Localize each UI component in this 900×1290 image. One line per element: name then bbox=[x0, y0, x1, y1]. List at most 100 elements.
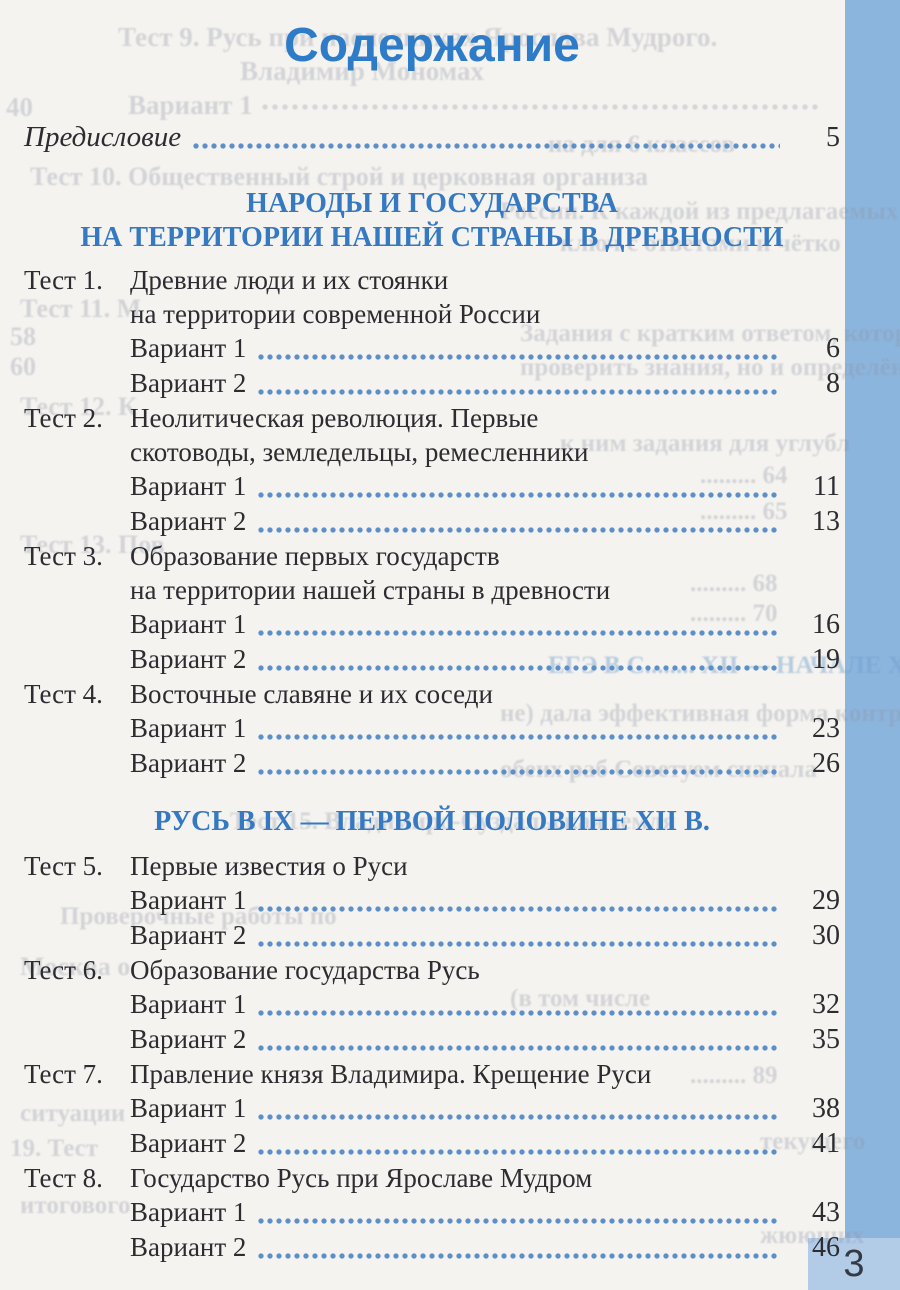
variant-label: Вариант 1 bbox=[130, 333, 247, 363]
entry-label: Тест 3. bbox=[24, 541, 103, 571]
dot-leader bbox=[258, 769, 780, 775]
dot-leader bbox=[258, 1253, 780, 1259]
variant-label: Вариант 1 bbox=[130, 885, 247, 915]
toc-entry: Тест 3. Образование первых государств на … bbox=[24, 539, 840, 677]
variant-page-number: 19 bbox=[812, 644, 840, 675]
dot-leader bbox=[258, 1045, 780, 1051]
variant-page-number: 32 bbox=[812, 989, 840, 1020]
variant-row: Вариант 2 13 bbox=[130, 504, 840, 539]
variant-label: Вариант 2 bbox=[130, 644, 247, 674]
variant-row: Вариант 1 38 bbox=[130, 1091, 840, 1126]
toc-entry: Тест 7. Правление князя Владимира. Крещен… bbox=[24, 1057, 840, 1161]
variant-page-number: 35 bbox=[812, 1024, 840, 1055]
variant-row: Вариант 1 29 bbox=[130, 883, 840, 918]
variant-row: Вариант 2 35 bbox=[130, 1022, 840, 1057]
variant-page-number: 30 bbox=[812, 920, 840, 951]
variant-label: Вариант 2 bbox=[130, 920, 247, 950]
variant-page-number: 23 bbox=[812, 713, 840, 744]
variant-page-number: 29 bbox=[812, 885, 840, 916]
variant-label: Вариант 1 bbox=[130, 989, 247, 1019]
contents-title: Содержание bbox=[284, 19, 580, 72]
dot-leader bbox=[258, 1010, 780, 1016]
variant-page-number: 11 bbox=[813, 471, 840, 502]
variant-page-number: 26 bbox=[812, 748, 840, 779]
variant-label: Вариант 2 bbox=[130, 1128, 247, 1158]
variant-label: Вариант 2 bbox=[130, 506, 247, 536]
dot-leader bbox=[258, 630, 780, 636]
variant-page-number: 16 bbox=[812, 609, 840, 640]
variant-label: Вариант 1 bbox=[130, 471, 247, 501]
toc-entry: Тест 4. Восточные славяне и их соседи Вари… bbox=[24, 677, 840, 781]
variant-page-number: 41 bbox=[812, 1128, 840, 1159]
variant-row: Вариант 2 41 bbox=[130, 1126, 840, 1161]
variant-row: Вариант 2 26 bbox=[130, 746, 840, 781]
entry-title: Неолитическая революция. Первые скотовод… bbox=[130, 403, 589, 467]
entry-label: Тест 6. bbox=[24, 955, 103, 985]
dot-leader bbox=[258, 1218, 780, 1224]
dot-leader bbox=[258, 1149, 780, 1155]
entry-title: Первые известия о Руси bbox=[130, 851, 408, 881]
preface-row: Предисловие 5 bbox=[24, 120, 840, 155]
preface-label: Предисловие bbox=[24, 121, 182, 153]
entry-body: Государство Русь при Ярославе Мудром Вари… bbox=[130, 1161, 840, 1265]
page-number: 3 bbox=[843, 1243, 865, 1285]
variant-row: Вариант 2 8 bbox=[130, 366, 840, 401]
dot-leader bbox=[193, 143, 780, 149]
variant-row: Вариант 2 46 bbox=[130, 1230, 840, 1265]
variant-page-number: 43 bbox=[812, 1197, 840, 1228]
variant-row: Вариант 1 6 bbox=[130, 331, 840, 366]
dot-leader bbox=[258, 354, 780, 360]
dot-leader bbox=[258, 906, 780, 912]
toc-entry: Тест 8. Государство Русь при Ярославе Муд… bbox=[24, 1161, 840, 1265]
entry-title: Древние люди и их стоянки на территории … bbox=[130, 265, 541, 329]
variant-page-number: 8 bbox=[826, 368, 840, 399]
entry-label: Тест 7. bbox=[24, 1059, 103, 1089]
toc-entry: Тест 6. Образование государства Русь Вариа… bbox=[24, 953, 840, 1057]
dot-leader bbox=[258, 527, 780, 533]
entry-body: Правление князя Владимира. Крещение Руси… bbox=[130, 1057, 840, 1161]
variant-row: Вариант 2 19 bbox=[130, 642, 840, 677]
entry-title: Государство Русь при Ярославе Мудром bbox=[130, 1163, 593, 1193]
dot-leader bbox=[258, 389, 780, 395]
entry-body: Образование первых государств на террито… bbox=[130, 539, 840, 677]
dot-leader bbox=[258, 1114, 780, 1120]
entry-title: Образование первых государств на террито… bbox=[130, 541, 611, 605]
entry-body: Неолитическая революция. Первые скотовод… bbox=[130, 401, 840, 539]
preface-page-number: 5 bbox=[826, 122, 840, 153]
entry-label: Тест 5. bbox=[24, 851, 103, 881]
entry-label: Тест 1. bbox=[24, 265, 103, 295]
variant-row: Вариант 1 32 bbox=[130, 987, 840, 1022]
entry-title: Восточные славяне и их соседи bbox=[130, 679, 493, 709]
variant-row: Вариант 2 30 bbox=[130, 918, 840, 953]
contents-column: Содержание Предисловие 5 НАРОДЫ И ГОСУДА… bbox=[24, 0, 840, 1265]
dot-leader bbox=[258, 941, 780, 947]
toc-entry: Тест 2. Неолитическая революция. Первые с… bbox=[24, 401, 840, 539]
section-heading: НАРОДЫ И ГОСУДАРСТВА НА ТЕРРИТОРИИ НАШЕЙ… bbox=[80, 188, 784, 253]
entry-label: Тест 4. bbox=[24, 679, 103, 709]
toc-entry: Тест 1. Древние люди и их стоянки на терр… bbox=[24, 263, 840, 401]
variant-page-number: 38 bbox=[812, 1093, 840, 1124]
entry-body: Первые известия о Руси Вариант 1 29 Вариант… bbox=[130, 849, 840, 953]
dot-leader bbox=[258, 665, 780, 671]
variant-row: Вариант 1 43 bbox=[130, 1195, 840, 1230]
entry-body: Древние люди и их стоянки на территории … bbox=[130, 263, 840, 401]
variant-page-number: 13 bbox=[812, 506, 840, 537]
variant-label: Вариант 2 bbox=[130, 1232, 247, 1262]
entry-title: Правление князя Владимира. Крещение Руси bbox=[130, 1059, 652, 1089]
variant-label: Вариант 1 bbox=[130, 609, 247, 639]
variant-page-number: 46 bbox=[812, 1232, 840, 1263]
dot-leader bbox=[258, 492, 780, 498]
entry-body: Образование государства Русь Вариант 1 32 В… bbox=[130, 953, 840, 1057]
variant-row: Вариант 1 16 bbox=[130, 607, 840, 642]
variant-page-number: 6 bbox=[826, 333, 840, 364]
variant-label: Вариант 2 bbox=[130, 1024, 247, 1054]
variant-row: Вариант 1 11 bbox=[130, 469, 840, 504]
variant-label: Вариант 2 bbox=[130, 368, 247, 398]
variant-row: Вариант 1 23 bbox=[130, 711, 840, 746]
side-band bbox=[845, 0, 900, 1238]
variant-label: Вариант 1 bbox=[130, 1197, 247, 1227]
entry-label: Тест 2. bbox=[24, 403, 103, 433]
variant-label: Вариант 1 bbox=[130, 713, 247, 743]
entry-label: Тест 8. bbox=[24, 1163, 103, 1193]
